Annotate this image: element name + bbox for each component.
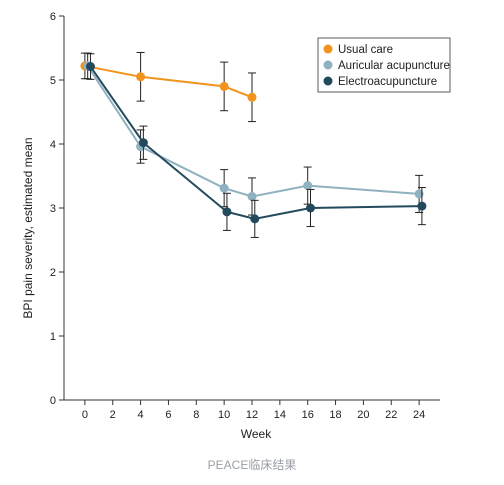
y-tick-label: 1 — [50, 331, 56, 343]
data-point — [219, 183, 229, 193]
series-1 — [83, 52, 424, 216]
legend-item: Electroacupuncture — [323, 76, 437, 88]
y-tick-label: 2 — [50, 267, 56, 279]
legend-label: Auricular acupuncture — [338, 60, 450, 72]
data-point — [303, 181, 313, 191]
data-point — [305, 203, 315, 213]
legend-box — [317, 37, 451, 93]
x-tick-label: 2 — [110, 409, 116, 421]
x-tick-label: 22 — [385, 409, 397, 421]
data-point — [247, 92, 257, 102]
x-tick-label: 12 — [246, 409, 258, 421]
legend-label: Electroacupuncture — [338, 76, 437, 88]
x-tick-label: 16 — [302, 409, 314, 421]
y-tick-label: 6 — [50, 11, 56, 23]
legend-item: Auricular acupuncture — [323, 60, 450, 72]
y-tick-label: 3 — [50, 203, 56, 215]
data-point — [138, 138, 148, 148]
x-tick-label: 14 — [274, 409, 286, 421]
series-line — [84, 64, 253, 99]
legend-label: Usual care — [338, 44, 393, 56]
data-point — [417, 201, 427, 211]
y-tick-label: 0 — [50, 395, 56, 407]
y-tick-label: 4 — [50, 139, 56, 151]
y-axis-title: BPI pain severity, estimated mean — [21, 137, 35, 318]
series-0 — [80, 51, 257, 123]
data-point — [219, 81, 229, 91]
x-tick-label: 0 — [82, 409, 88, 421]
x-tick-label: 20 — [357, 409, 369, 421]
data-point — [222, 207, 232, 217]
x-tick-label: 4 — [138, 409, 144, 421]
x-tick-label: 6 — [165, 409, 171, 421]
x-axis-title: Week — [241, 427, 272, 441]
legend-item: Usual care — [323, 44, 393, 56]
series-line — [89, 65, 422, 220]
data-point — [136, 72, 146, 82]
series-layer — [80, 51, 427, 238]
data-point — [414, 189, 424, 199]
y-tick-label: 5 — [50, 75, 56, 87]
figure-caption: PEACE临床结果 — [207, 458, 297, 472]
x-tick-label: 10 — [218, 409, 230, 421]
series-line — [86, 65, 420, 198]
series-2 — [85, 53, 427, 238]
x-tick-label: 24 — [413, 409, 425, 421]
x-tick-label: 8 — [193, 409, 199, 421]
legend-marker — [323, 44, 333, 54]
legend-marker — [323, 60, 333, 70]
data-point — [247, 191, 257, 201]
data-point — [85, 62, 95, 72]
legend-marker — [323, 76, 333, 86]
x-tick-label: 18 — [329, 409, 341, 421]
legend: Usual care Auricular acupuncture Electroac… — [317, 37, 451, 93]
data-point — [250, 214, 260, 224]
